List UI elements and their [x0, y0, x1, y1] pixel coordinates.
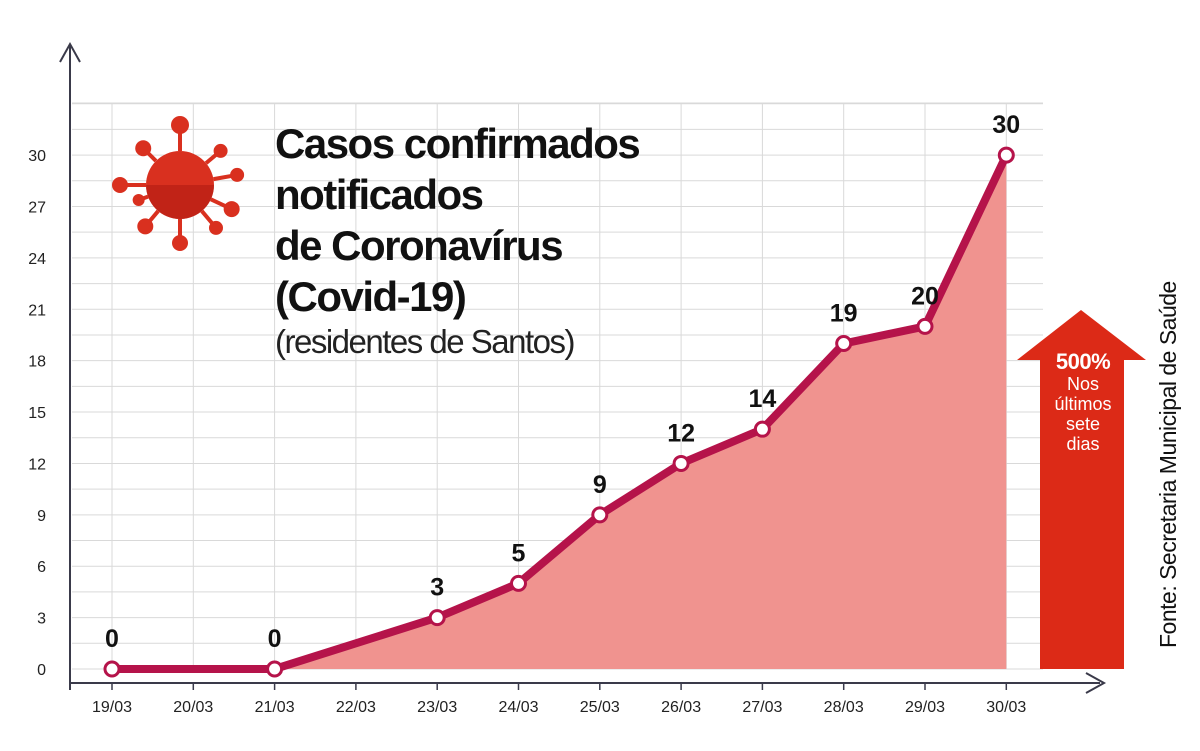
- growth-desc-4: dias: [1066, 434, 1100, 454]
- virus-spike-tip: [132, 194, 145, 207]
- virus-spike-tip: [112, 177, 128, 193]
- growth-arrow-shape: [1017, 310, 1146, 669]
- growth-annotation: 500% Nos últimos sete dias: [1040, 349, 1126, 455]
- data-point: [672, 454, 690, 472]
- y-tick-label: 6: [37, 559, 46, 576]
- data-label: 9: [593, 471, 607, 499]
- growth-desc-1: Nos: [1066, 374, 1099, 394]
- data-label: 0: [268, 625, 282, 653]
- data-label: 19: [830, 300, 858, 328]
- growth-desc-2: últimos: [1054, 394, 1112, 414]
- y-tick-label: 0: [37, 662, 46, 679]
- y-tick-label: 12: [28, 456, 46, 473]
- source-note: Fonte: Secretaria Municipal de Saúde: [1155, 281, 1181, 648]
- y-tick-label: 18: [28, 354, 46, 371]
- virus-spike-tip: [208, 220, 223, 235]
- x-tick-label: 22/03: [336, 699, 376, 716]
- x-tick-label: 29/03: [905, 699, 945, 716]
- data-point: [103, 660, 121, 678]
- virus-spike-tip: [213, 143, 228, 158]
- x-tick-label: 24/03: [498, 699, 538, 716]
- x-tick-label: 23/03: [417, 699, 457, 716]
- data-point: [997, 146, 1015, 164]
- y-axis-arrow-icon: [59, 41, 81, 63]
- x-tick-label: 21/03: [255, 699, 295, 716]
- growth-arrow-icon: [1017, 310, 1146, 669]
- x-axis-arrow-icon: [1085, 672, 1107, 694]
- x-tick-label: 30/03: [986, 699, 1026, 716]
- data-label: 3: [430, 574, 444, 602]
- data-point: [591, 506, 609, 524]
- y-tick-label: 15: [28, 405, 46, 422]
- axes: [59, 41, 1107, 694]
- series-line: [108, 151, 1011, 673]
- data-label: 20: [911, 282, 939, 310]
- title-line-2: notificados: [275, 171, 484, 218]
- data-point: [510, 574, 527, 592]
- growth-desc-3: sete: [1065, 414, 1101, 434]
- y-tick-label: 3: [37, 611, 46, 628]
- data-point: [916, 317, 934, 335]
- chart-title: Casos confirmados notificados de Coronav…: [275, 118, 641, 362]
- x-tick-label: 25/03: [580, 699, 620, 716]
- chart-subtitle: (residentes de Santos): [275, 323, 576, 360]
- y-tick-label: 21: [28, 302, 46, 319]
- y-tick-label: 24: [28, 251, 46, 268]
- y-tick-label: 9: [37, 508, 46, 525]
- virus-spike-tip: [172, 235, 188, 251]
- x-tick-label: 26/03: [661, 699, 701, 716]
- data-label: 0: [105, 625, 119, 653]
- x-tick-label: 28/03: [824, 699, 864, 716]
- title-line-3: de Coronavírus: [275, 222, 564, 269]
- virus-spike-tip: [230, 167, 245, 182]
- data-point: [266, 660, 284, 678]
- y-tick-label: 27: [28, 199, 46, 216]
- virus-spike-tip: [171, 116, 189, 134]
- virus-spike-tip: [137, 218, 154, 235]
- data-label: 12: [667, 419, 695, 447]
- virus-spike-tip: [135, 140, 152, 157]
- growth-percent: 500%: [1055, 349, 1111, 374]
- coronavirus-icon: [112, 116, 245, 251]
- data-points: 0 0 3 5 9 12 14 19 20 30: [103, 111, 1020, 678]
- data-point: [753, 420, 771, 438]
- data-label: 5: [512, 539, 526, 567]
- area-fill: [112, 155, 1007, 670]
- title-line-1: Casos confirmados: [275, 120, 641, 167]
- data-label: 14: [748, 385, 776, 413]
- title-line-4: (Covid-19): [275, 273, 467, 320]
- y-tick-label: 30: [28, 148, 46, 165]
- data-label: 30: [992, 111, 1020, 139]
- x-tick-label: 20/03: [173, 699, 213, 716]
- virus-shade: [146, 185, 214, 219]
- x-tick-label: 19/03: [92, 699, 132, 716]
- data-point: [428, 609, 446, 627]
- virus-spike-tip: [223, 201, 240, 218]
- data-point: [835, 335, 853, 353]
- x-tick-label: 27/03: [742, 699, 782, 716]
